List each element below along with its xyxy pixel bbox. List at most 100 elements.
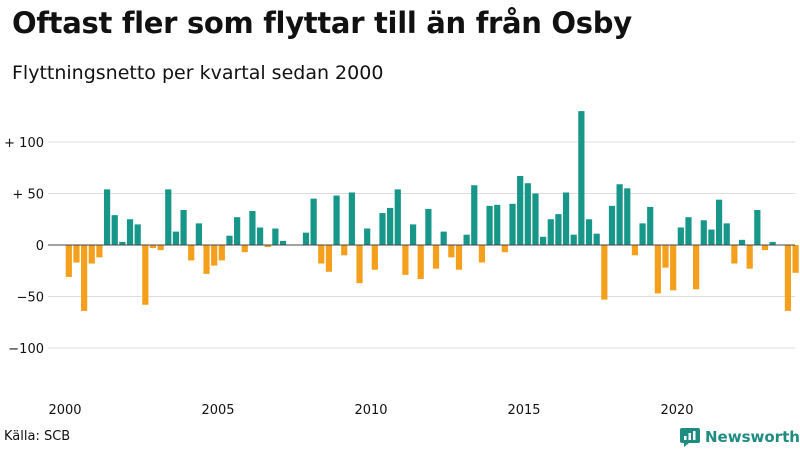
bar — [65, 245, 72, 277]
bar — [769, 241, 776, 245]
bar — [509, 203, 516, 245]
bar — [165, 189, 172, 245]
bar — [348, 192, 355, 245]
x-tick-label: 2010 — [354, 403, 387, 418]
bar — [731, 245, 738, 264]
bar — [172, 231, 180, 245]
bar — [73, 245, 80, 263]
bar — [723, 223, 730, 245]
bar — [715, 199, 723, 245]
bar — [387, 207, 394, 245]
bar — [364, 228, 371, 245]
x-tick-label: 2020 — [660, 403, 693, 418]
bar — [440, 231, 447, 245]
bar — [409, 224, 417, 245]
bar — [540, 236, 547, 245]
bar — [111, 215, 118, 245]
bar — [654, 245, 661, 294]
bar — [126, 219, 134, 245]
source-note: Källa: SCB — [4, 429, 71, 444]
x-tick-label: 2005 — [201, 403, 234, 418]
bar — [486, 205, 493, 245]
y-tick-label: + 50 — [12, 188, 44, 203]
bar — [211, 245, 218, 266]
bar — [96, 245, 103, 258]
bar — [134, 224, 141, 245]
brand-name: Newsworthy — [705, 428, 800, 446]
bar — [670, 245, 677, 291]
bar — [532, 193, 539, 245]
bar — [631, 245, 639, 256]
bar — [570, 234, 577, 245]
bar — [371, 245, 378, 270]
bar — [761, 245, 769, 251]
y-tick-label: 0 — [36, 239, 44, 254]
bar — [662, 245, 669, 268]
bar — [310, 198, 317, 245]
bar — [226, 235, 233, 245]
bar — [562, 192, 570, 245]
bar — [417, 245, 424, 279]
bar — [256, 227, 264, 245]
bar — [792, 245, 799, 273]
bar — [119, 241, 126, 245]
bar — [432, 245, 440, 269]
bar — [639, 223, 646, 245]
bar — [501, 245, 508, 253]
bar — [142, 245, 149, 305]
bar — [325, 245, 333, 272]
bar — [234, 217, 241, 245]
bar — [241, 245, 248, 253]
y-tick-label: −100 — [8, 342, 44, 357]
bar — [547, 219, 554, 245]
bar — [624, 188, 631, 245]
bar — [402, 245, 409, 275]
bar — [494, 204, 501, 245]
bar — [333, 195, 340, 245]
bar — [593, 233, 600, 245]
bar — [784, 245, 792, 311]
bar — [318, 245, 325, 264]
bar — [379, 213, 386, 245]
y-tick-label: + 100 — [4, 136, 44, 151]
brand-logo[interactable]: Newsworthy — [680, 426, 800, 448]
bar — [693, 245, 700, 290]
bar — [578, 111, 585, 245]
bar — [218, 245, 225, 261]
bar — [88, 245, 95, 264]
chart-subtitle: Flyttningsnetto per kvartal sedan 2000 — [12, 62, 384, 84]
bar — [738, 239, 746, 245]
bar — [249, 211, 256, 245]
bar — [647, 206, 654, 245]
bar — [448, 245, 455, 258]
bar — [272, 228, 279, 245]
bar — [203, 245, 210, 274]
bar — [188, 245, 195, 261]
newsworthy-logo-icon — [680, 428, 700, 447]
bar — [517, 175, 524, 245]
bar — [754, 209, 761, 245]
bar — [601, 245, 608, 300]
bar — [555, 214, 562, 245]
bar — [677, 227, 684, 245]
bar — [478, 245, 486, 263]
bar — [302, 232, 310, 245]
bar — [746, 245, 753, 269]
bar — [425, 208, 432, 245]
bar — [149, 245, 157, 249]
chart-title: Oftast fler som flyttar till än från Osb… — [12, 6, 632, 40]
bar — [356, 245, 363, 284]
bar — [608, 205, 616, 245]
bar — [341, 245, 348, 256]
bar — [585, 219, 593, 245]
bar — [685, 217, 692, 245]
bar — [195, 223, 202, 245]
bar — [471, 185, 478, 245]
bar — [264, 245, 271, 248]
bar — [524, 183, 531, 245]
bar — [700, 220, 707, 245]
bar — [455, 245, 463, 270]
y-tick-label: −50 — [17, 291, 44, 306]
bar — [616, 184, 623, 245]
